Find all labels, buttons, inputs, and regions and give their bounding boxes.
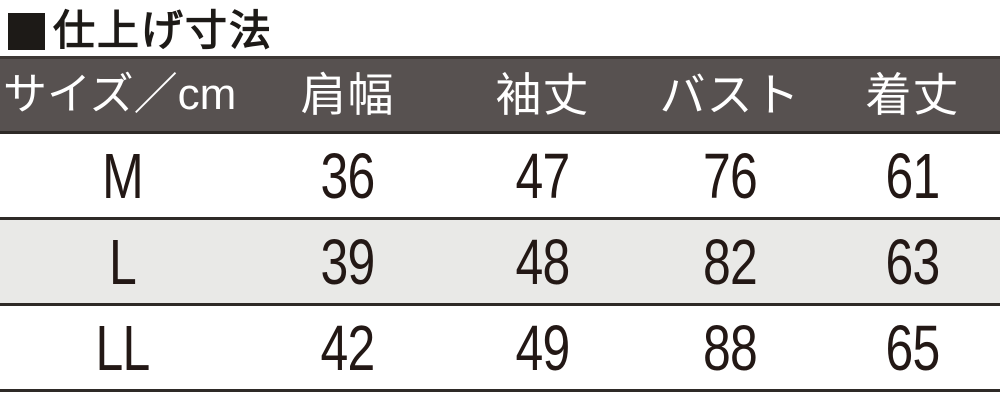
value-body-length: 65: [885, 311, 941, 384]
header-col-body-length: 着丈: [865, 69, 960, 121]
table-row-size-ll: LL 42 49 88 65: [0, 306, 1000, 392]
size-label: L: [109, 225, 137, 298]
size-table-header-row: サイズ／cm 肩幅 袖丈 バスト 着丈: [0, 56, 1000, 134]
table-row-size-m: M 36 47 76 61: [0, 134, 1000, 220]
value-shoulder-width: 39: [320, 225, 376, 298]
value-shoulder-width: 36: [320, 139, 376, 212]
header-col-bust: バスト: [659, 69, 801, 121]
value-body-length: 63: [885, 225, 941, 298]
value-bust: 88: [703, 311, 758, 384]
size-label: LL: [95, 311, 151, 384]
value-sleeve-length: 48: [515, 225, 571, 298]
header-col-shoulder-width: 肩幅: [300, 69, 395, 121]
size-label: M: [102, 139, 144, 212]
table-row-size-l: L 39 48 82 63: [0, 220, 1000, 306]
title-square-icon: [8, 12, 45, 50]
page-title: 仕上げ寸法: [53, 7, 274, 54]
header-col-size-unit: サイズ／cm: [3, 70, 237, 119]
value-sleeve-length: 49: [515, 311, 571, 384]
value-sleeve-length: 47: [515, 139, 571, 212]
value-bust: 82: [703, 225, 758, 298]
section-title: 仕上げ寸法: [0, 0, 1000, 56]
value-body-length: 61: [885, 139, 941, 212]
value-bust: 76: [703, 139, 758, 212]
header-col-sleeve-length: 袖丈: [495, 69, 590, 121]
value-shoulder-width: 42: [320, 311, 376, 384]
size-table: サイズ／cm 肩幅 袖丈 バスト 着丈 M 36 47 76 61 L 39 4…: [0, 56, 1000, 392]
